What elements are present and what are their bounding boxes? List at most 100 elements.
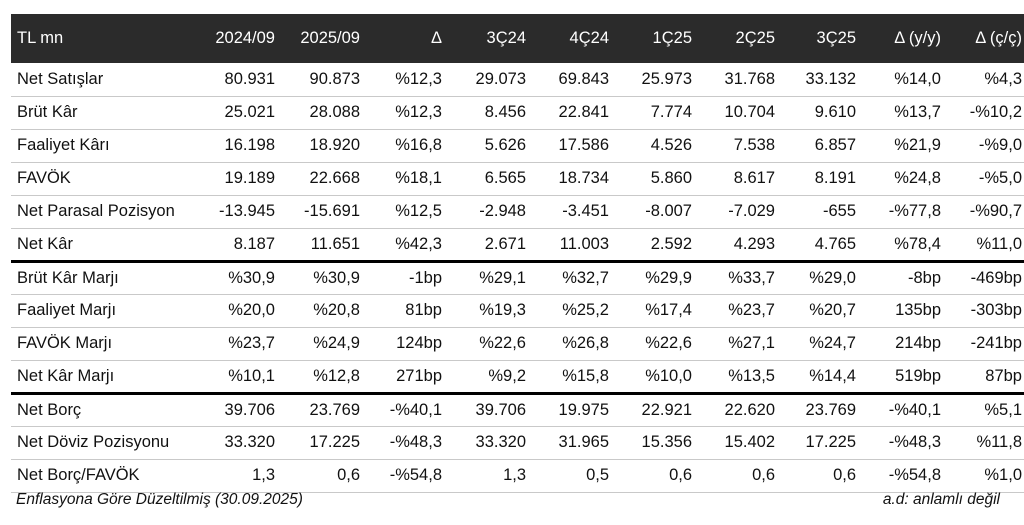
table-cell: 0,6	[337, 466, 360, 484]
table-row: Net Kâr 8.187 11.651 %42,3 2.671 11.003 2.592 4…	[11, 228, 1024, 261]
table-cell: 4.765	[814, 234, 856, 253]
table-row: Brüt Kâr Marjı %30,9 %30,9 -1bp %29,1 %32,7 %2…	[11, 261, 1024, 294]
table-cell: 39.706	[475, 400, 526, 419]
table-cell: %23,7	[728, 301, 775, 319]
column-header: Δ	[430, 29, 442, 47]
table-cell: 6.565	[484, 169, 526, 187]
row-label: FAVÖK Marjı	[17, 334, 113, 352]
column-header: 4Ç24	[569, 29, 609, 47]
table-cell: %12,3	[395, 103, 442, 121]
table-cell: 2.592	[650, 234, 692, 253]
table-cell: %1,0	[984, 466, 1022, 484]
table-cell: %18,1	[395, 169, 442, 187]
table-cell: 11.651	[310, 234, 360, 253]
table-cell: %27,1	[728, 334, 775, 352]
table-cell: 23.769	[309, 400, 360, 419]
row-label: Net Döviz Pozisyonu	[17, 433, 170, 451]
table-cell: 22.921	[641, 400, 692, 419]
column-header: 1Ç25	[652, 29, 692, 47]
table-cell: 214bp	[895, 334, 941, 352]
column-header: 3Ç24	[486, 29, 526, 47]
table-cell: 81bp	[405, 301, 442, 319]
table-cell: 5.626	[484, 136, 526, 154]
table-cell: -%40,1	[389, 400, 442, 419]
table-cell: 22.668	[309, 169, 360, 187]
table-cell: 23.769	[805, 400, 856, 419]
row-label: FAVÖK	[17, 169, 71, 187]
table-cell: -%54,8	[888, 466, 941, 484]
table-row: Net Satışlar 80.931 90.873 %12,3 29.073 69.84…	[11, 63, 1024, 96]
table-cell: 31.965	[558, 433, 609, 451]
table-cell: %23,7	[228, 334, 275, 352]
table-cell: %21,9	[894, 136, 941, 154]
column-header: Δ (ç/ç)	[975, 29, 1022, 47]
column-header: Δ (y/y)	[894, 29, 941, 47]
table-cell: %20,8	[313, 301, 360, 319]
table-cell: 80.931	[224, 69, 275, 88]
table-cell: -%5,0	[978, 169, 1022, 187]
table-cell: %29,0	[809, 268, 856, 287]
table-cell: %42,3	[395, 234, 442, 253]
table-cell: -7.029	[728, 202, 775, 220]
table-cell: %4,3	[984, 69, 1022, 88]
table-cell: %30,9	[228, 268, 275, 287]
table-cell: %13,7	[894, 103, 941, 121]
table-cell: -469bp	[970, 268, 1022, 287]
table-cell: %19,3	[479, 301, 526, 319]
column-header: 2Ç25	[735, 29, 775, 47]
table-cell: -8.007	[645, 202, 692, 220]
table-row: Net Kâr Marjı %10,1 %12,8 271bp %9,2 %15,8 %10…	[11, 360, 1024, 393]
table-cell: %13,5	[728, 366, 775, 385]
table-cell: 33.320	[475, 433, 526, 451]
table-cell: 9.610	[814, 103, 856, 121]
row-label: Net Kâr	[17, 234, 73, 253]
table-row: Brüt Kâr 25.021 28.088 %12,3 8.456 22.841 7.77…	[11, 96, 1024, 129]
table-cell: %12,8	[313, 366, 360, 385]
table-cell: 19.189	[224, 169, 275, 187]
table-cell: %16,8	[395, 136, 442, 154]
table-cell: %29,9	[645, 268, 692, 287]
table-row: Net Parasal Pozisyon -13.945 -15.691 %12,5 -…	[11, 195, 1024, 228]
table-cell: 22.620	[724, 400, 775, 419]
table-cell: 0,6	[752, 466, 775, 484]
table-cell: %20,7	[809, 301, 856, 319]
table-cell: %14,4	[809, 366, 856, 385]
table-cell: 17.225	[309, 433, 360, 451]
row-label: Net Borç	[17, 400, 82, 419]
table-row: Faaliyet Marjı %20,0 %20,8 81bp %19,3 %25,2 %1…	[11, 294, 1024, 327]
table-cell: %22,6	[479, 334, 526, 352]
table-cell: 87bp	[985, 366, 1022, 385]
table-cell: 29.073	[475, 69, 526, 88]
row-label: Brüt Kâr Marjı	[17, 268, 119, 287]
table-cell: 1,3	[503, 466, 526, 484]
table-cell: -303bp	[970, 301, 1022, 319]
table-cell: 4.526	[650, 136, 692, 154]
table-header: TL mn 2024/09 2025/09 Δ 3Ç24 4Ç24 1Ç25 2Ç25 3Ç25…	[11, 14, 1024, 63]
table-cell: 33.132	[805, 69, 856, 88]
table-cell: -%48,3	[389, 433, 442, 451]
table-cell: -241bp	[970, 334, 1022, 352]
table-row: FAVÖK Marjı %23,7 %24,9 124bp %22,6 %26,8 %22,…	[11, 327, 1024, 360]
table-cell: %30,9	[313, 268, 360, 287]
table-cell: -2.948	[479, 202, 526, 220]
table-body: Net Satışlar 80.931 90.873 %12,3 29.073 69.84…	[11, 63, 1024, 492]
table-cell: 124bp	[396, 334, 442, 352]
table-cell: %78,4	[894, 234, 941, 253]
table-cell: -%54,8	[389, 466, 442, 484]
table-cell: -655	[822, 202, 856, 220]
table-cell: %26,8	[562, 334, 609, 352]
table-row: Net Borç/FAVÖK 1,3 0,6 -%54,8 1,3 0,5 0,6 0,6 0,…	[11, 459, 1024, 492]
table-cell: 15.402	[724, 433, 775, 451]
table-cell: 25.973	[641, 69, 692, 88]
financial-summary-table: TL mn 2024/09 2025/09 Δ 3Ç24 4Ç24 1Ç25 2Ç25 3Ç25…	[11, 14, 1024, 493]
table-cell: -%48,3	[888, 433, 941, 451]
table-cell: -8bp	[907, 268, 941, 287]
table-cell: %24,7	[809, 334, 856, 352]
financial-table-container: TL mn 2024/09 2025/09 Δ 3Ç24 4Ç24 1Ç25 2Ç25 3Ç25…	[11, 14, 1024, 493]
table-cell: 8.191	[814, 169, 856, 187]
table-cell: %12,5	[395, 202, 442, 220]
table-cell: %20,0	[228, 301, 275, 319]
table-cell: 22.841	[558, 103, 609, 121]
table-cell: -3.451	[562, 202, 609, 220]
table-row: Net Borç 39.706 23.769 -%40,1 39.706 19.975 22…	[11, 393, 1024, 426]
